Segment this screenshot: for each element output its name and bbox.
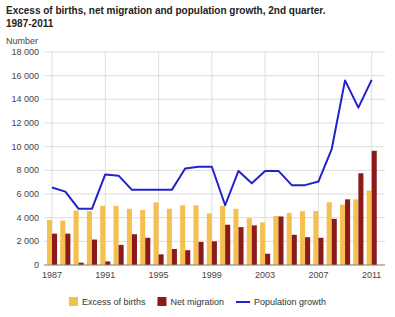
bar [313, 211, 318, 265]
bar [153, 202, 158, 265]
x-axis [44, 265, 385, 266]
x-tick-label: 1991 [95, 270, 115, 280]
bar [199, 242, 204, 265]
y-grid-line [44, 194, 385, 195]
bar [332, 219, 337, 265]
y-tick-label: 12 000 [11, 118, 39, 128]
y-tick-label: 10 000 [11, 142, 39, 152]
bar [207, 214, 212, 265]
chart: Excess of births, net migration and popu… [0, 0, 395, 317]
bar [127, 209, 132, 265]
bar [185, 250, 190, 265]
bar [300, 211, 305, 265]
bar [100, 206, 105, 265]
bar [318, 238, 323, 265]
bar [74, 211, 79, 265]
bar [193, 205, 198, 265]
subtitle: 1987-2011 [6, 18, 54, 29]
bar [345, 199, 350, 265]
legend-swatch [236, 301, 250, 303]
bar [273, 216, 278, 265]
bar [367, 190, 372, 265]
legend-item: Population growth [236, 297, 326, 307]
bar [247, 218, 252, 265]
x-tick-label: 1995 [149, 270, 169, 280]
bar [180, 205, 185, 265]
bar [47, 220, 52, 265]
bar [353, 199, 358, 265]
bar [212, 241, 217, 265]
legend-item: Net migration [157, 297, 224, 307]
bar [292, 235, 297, 265]
y-grid-line [44, 99, 385, 100]
y-axis-label: Number [6, 36, 38, 46]
bar [233, 209, 238, 265]
bar [340, 205, 345, 265]
bar [140, 210, 145, 265]
bar [172, 249, 177, 265]
bar [225, 225, 230, 265]
y-tick-label: 8 000 [16, 165, 39, 175]
x-tick-label: 2003 [255, 270, 275, 280]
y-grid-line [44, 146, 385, 147]
bar [114, 206, 119, 265]
y-tick-label: 2 000 [16, 236, 39, 246]
title: Excess of births, net migration and popu… [6, 5, 326, 16]
y-tick-label: 14 000 [11, 94, 39, 104]
bar [145, 238, 150, 265]
bar [87, 211, 92, 265]
bar [252, 225, 257, 265]
bar [358, 173, 363, 265]
x-tick-label: 2007 [308, 270, 328, 280]
bar [52, 234, 57, 265]
x-tick-label: 1987 [42, 270, 62, 280]
bar [119, 245, 124, 265]
legend-label: Population growth [254, 297, 326, 307]
y-grid-line [44, 123, 385, 124]
legend: Excess of births Net migration Population … [69, 297, 326, 307]
y-tick-label: 0 [34, 260, 39, 270]
y-grid-line [44, 265, 385, 266]
bar [132, 234, 137, 265]
legend-swatch [157, 297, 166, 306]
bar [65, 234, 70, 265]
bar [238, 227, 243, 265]
y-tick-label: 18 000 [11, 47, 39, 57]
y-grid-line [44, 170, 385, 171]
y-grid-line [44, 52, 385, 53]
y-tick-label: 16 000 [11, 71, 39, 81]
plot-area [47, 80, 377, 265]
bar [305, 237, 310, 265]
bar [327, 202, 332, 265]
legend-label: Net migration [170, 297, 224, 307]
bar [92, 240, 97, 265]
bar [372, 151, 377, 265]
y-tick-label: 4 000 [16, 213, 39, 223]
x-tick-label: 2011 [362, 270, 381, 280]
y-grid-line [44, 75, 385, 76]
grid [44, 52, 385, 265]
legend-label: Excess of births [82, 297, 146, 307]
legend-swatch [69, 297, 78, 306]
bar [159, 254, 164, 265]
bar [260, 222, 265, 265]
bar-series [52, 151, 377, 265]
bar [60, 221, 65, 265]
x-tick-label: 1999 [202, 270, 222, 280]
bar [220, 206, 225, 265]
bar [278, 216, 283, 265]
bar [265, 254, 270, 265]
legend-item: Excess of births [69, 297, 146, 307]
y-grid-line [44, 217, 385, 218]
bar [105, 261, 110, 265]
y-tick-label: 6 000 [16, 189, 39, 199]
bar [287, 213, 292, 265]
line [52, 80, 372, 209]
bar [167, 209, 172, 265]
